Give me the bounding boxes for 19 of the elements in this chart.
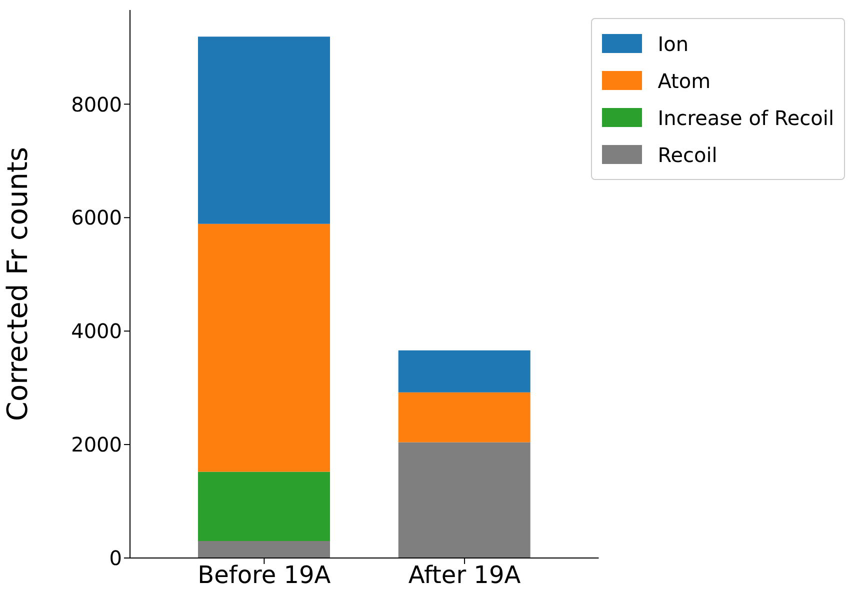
legend-label: Ion — [658, 32, 689, 56]
bar — [198, 36, 330, 224]
y-tick-label: 4000 — [71, 319, 122, 344]
y-tick-label: 8000 — [71, 92, 122, 116]
y-tick-label: 0 — [109, 546, 122, 570]
x-tick-label: After 19A — [408, 561, 522, 590]
legend-label: Atom — [658, 68, 711, 92]
x-tick-label: Before 19A — [198, 561, 332, 590]
bar — [198, 224, 330, 472]
y-tick-label: 6000 — [71, 206, 122, 230]
bar — [398, 442, 530, 558]
bar — [398, 350, 530, 392]
bar — [198, 540, 330, 558]
y-tick-label: 2000 — [71, 432, 122, 457]
bar — [198, 472, 330, 541]
legend-label: Increase of Recoil — [658, 106, 834, 130]
y-axis-title: Corrected Fr counts — [0, 146, 34, 422]
legend-label: Recoil — [658, 142, 718, 166]
bar — [398, 392, 530, 442]
